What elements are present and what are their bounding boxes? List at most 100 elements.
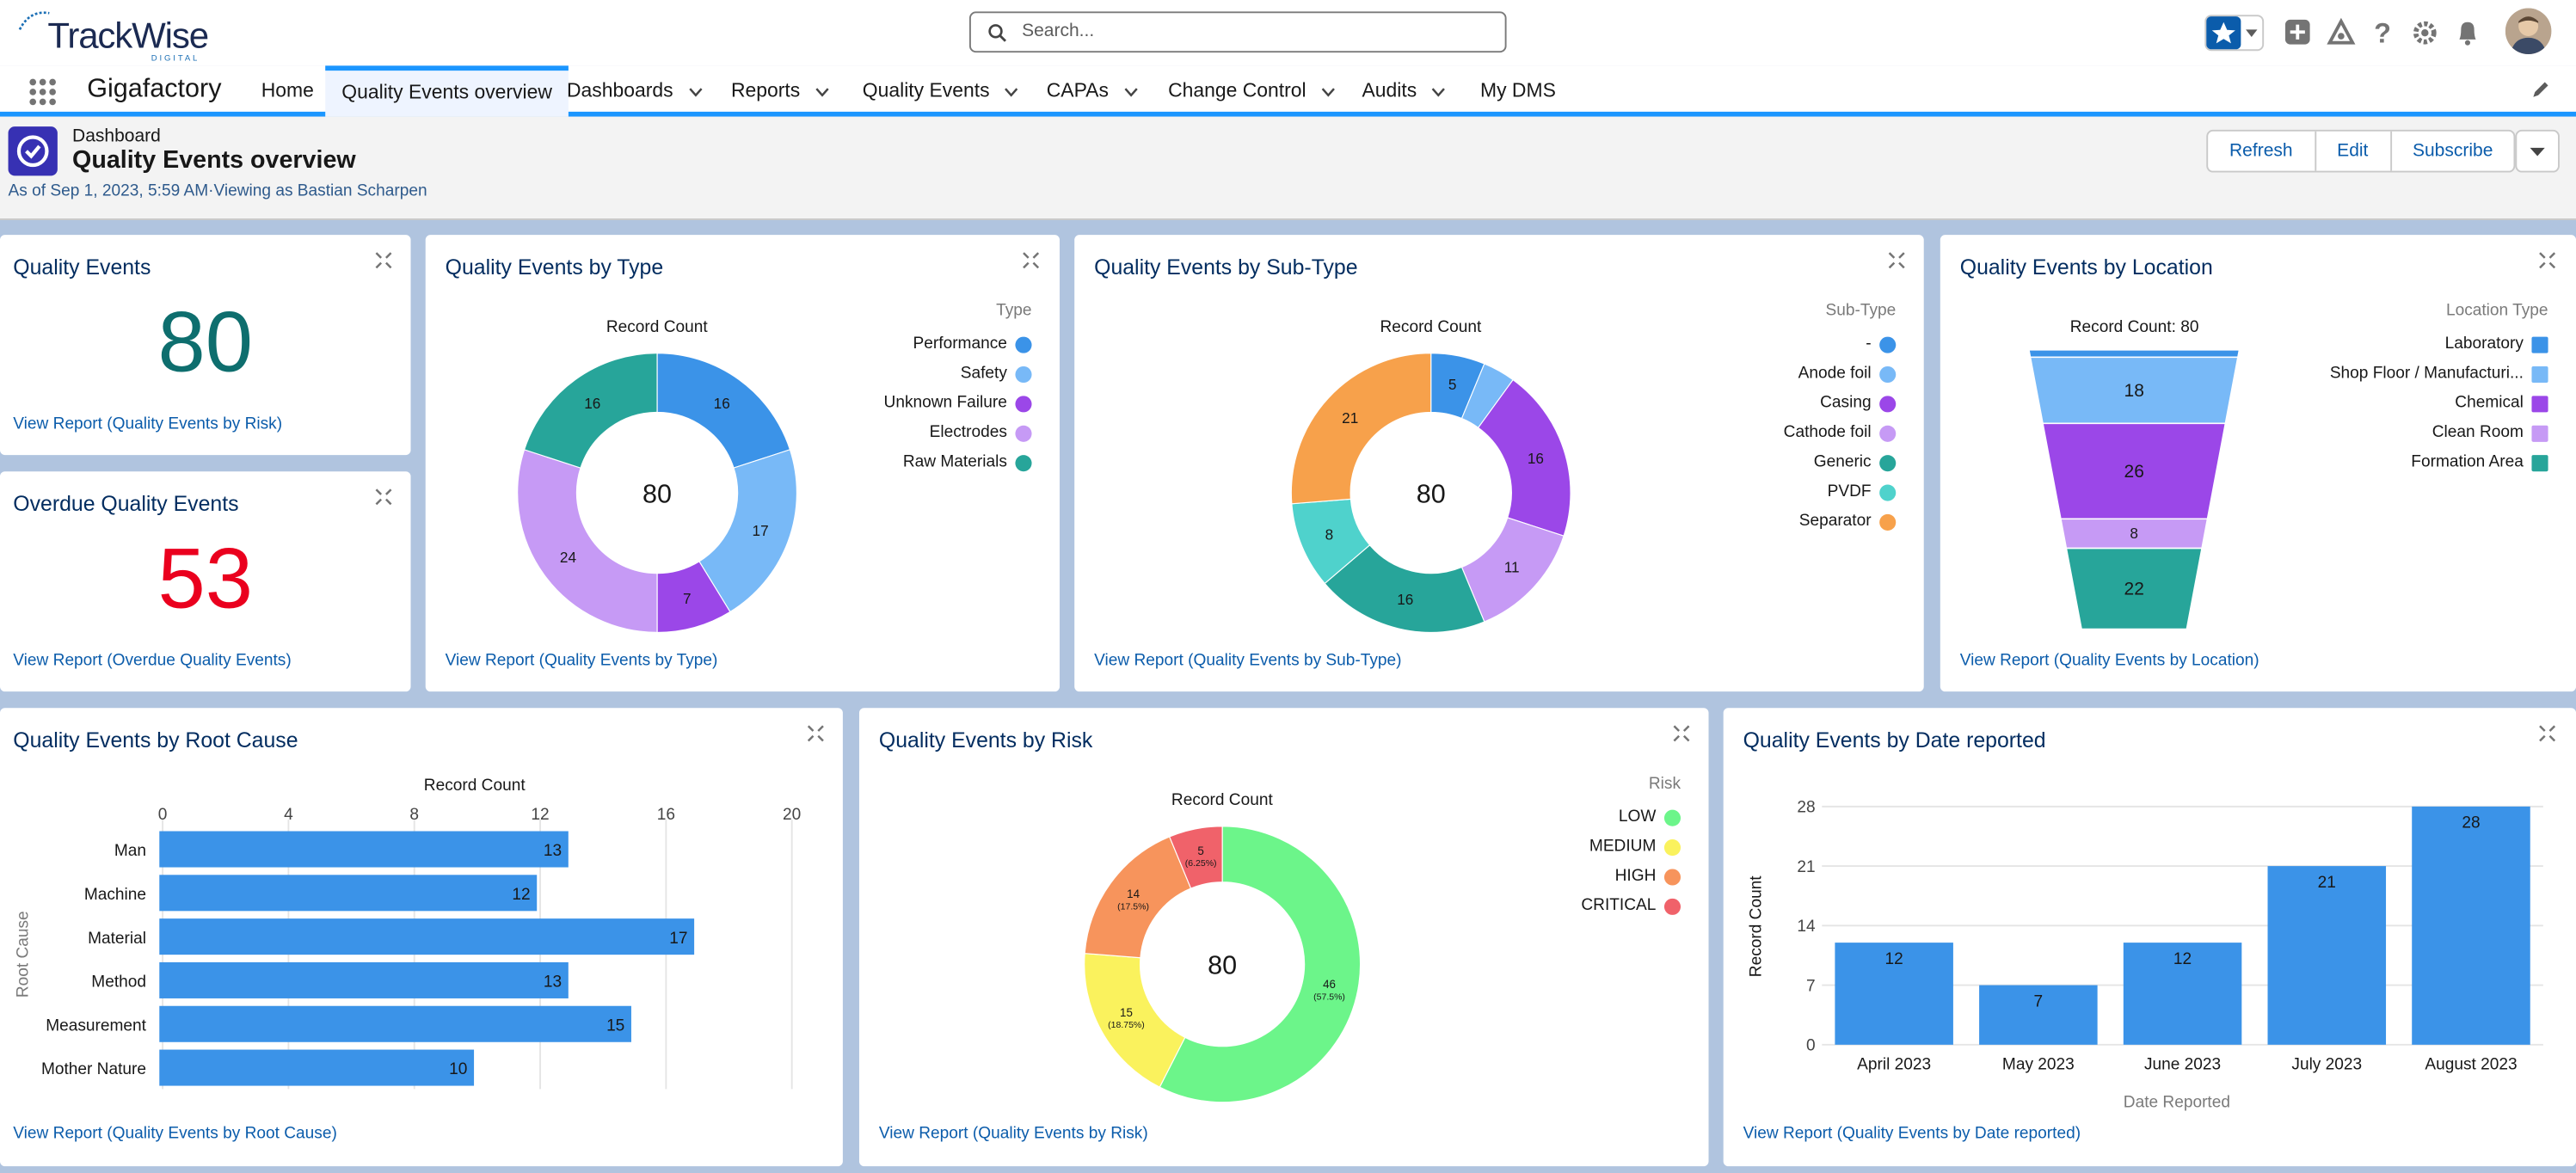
donut-slice-generic[interactable] bbox=[1324, 544, 1485, 633]
bar-may-2023[interactable] bbox=[1979, 985, 2098, 1045]
legend-item-label[interactable]: Formation Area bbox=[2411, 453, 2524, 472]
nav-tab-label: Audits bbox=[1362, 78, 1417, 102]
bar-man[interactable] bbox=[159, 831, 569, 868]
trackwise-logo[interactable]: TrackWise DIGITAL bbox=[16, 7, 209, 64]
chevron-down-icon[interactable] bbox=[1123, 87, 1138, 97]
legend-item-label[interactable]: Performance bbox=[913, 335, 1007, 353]
legend-swatch bbox=[1879, 484, 1897, 501]
view-report-link[interactable]: View Report (Quality Events by Location) bbox=[1959, 652, 2259, 671]
view-report-link[interactable]: View Report (Overdue Quality Events) bbox=[13, 652, 292, 671]
chevron-down-icon[interactable] bbox=[815, 87, 829, 97]
bar-july-2023[interactable] bbox=[2267, 866, 2387, 1045]
view-report-link[interactable]: View Report (Quality Events by Date repo… bbox=[1743, 1125, 2081, 1144]
legend-item-label[interactable]: PVDF bbox=[1827, 482, 1872, 501]
expand-icon[interactable] bbox=[375, 251, 393, 269]
view-report-link[interactable]: View Report (Quality Events by Root Caus… bbox=[13, 1125, 337, 1144]
nav-tab-change-control[interactable]: Change Control bbox=[1152, 65, 1352, 116]
expand-icon[interactable] bbox=[1672, 724, 1690, 742]
nav-tab-dashboards[interactable]: Dashboards bbox=[550, 65, 719, 116]
legend-item-label[interactable]: Laboratory bbox=[2444, 335, 2524, 353]
nav-tab-quality-events[interactable]: Quality Events bbox=[846, 65, 1036, 116]
nav-tab-audits[interactable]: Audits bbox=[1345, 65, 1462, 116]
bar-value-label: 12 bbox=[512, 886, 530, 904]
user-avatar[interactable] bbox=[2505, 8, 2552, 55]
header-button-group: Refresh Edit Subscribe bbox=[2206, 129, 2517, 173]
metric-value[interactable]: 53 bbox=[157, 531, 254, 628]
nav-tab-quality-events-overview[interactable]: Quality Events overview bbox=[325, 65, 569, 117]
legend-item-label[interactable]: Safety bbox=[960, 365, 1007, 384]
notifications-bell-icon[interactable] bbox=[2455, 13, 2481, 52]
edit-button[interactable]: Edit bbox=[2315, 131, 2392, 171]
gear-icon[interactable] bbox=[2410, 13, 2439, 52]
legend-item-label[interactable]: LOW bbox=[1618, 808, 1657, 826]
expand-icon[interactable] bbox=[1022, 251, 1040, 269]
donut-slice-casing[interactable] bbox=[1477, 378, 1571, 537]
view-report-link[interactable]: View Report (Quality Events by Type) bbox=[445, 652, 718, 671]
view-report-link[interactable]: View Report (Quality Events by Risk) bbox=[13, 415, 283, 434]
legend-item-label[interactable]: Chemical bbox=[2455, 394, 2524, 413]
donut-slice-low[interactable] bbox=[1159, 826, 1362, 1103]
bar-material[interactable] bbox=[159, 918, 695, 955]
legend-item-label[interactable]: Generic bbox=[1813, 453, 1872, 472]
metric-value[interactable]: 80 bbox=[157, 295, 254, 391]
legend-item-label[interactable]: Electrodes bbox=[929, 423, 1007, 442]
bar-august-2023[interactable] bbox=[2412, 806, 2530, 1045]
legend-item-label[interactable]: HIGH bbox=[1614, 867, 1657, 886]
edit-nav-pencil-icon[interactable] bbox=[2530, 79, 2552, 101]
chevron-down-icon[interactable] bbox=[1321, 87, 1336, 97]
legend-swatch bbox=[1879, 455, 1897, 472]
chart-subtype-donut: Record Count 5 16 11 16 8 21 80 Sub-Type - Anode f… bbox=[1074, 235, 1924, 691]
bar-method[interactable] bbox=[159, 961, 569, 998]
expand-icon[interactable] bbox=[2538, 251, 2556, 269]
global-actions-icon[interactable] bbox=[2284, 13, 2312, 52]
donut-slice-critical[interactable] bbox=[1168, 826, 1223, 889]
bar-june-2023[interactable] bbox=[2123, 943, 2242, 1045]
chevron-down-icon[interactable] bbox=[688, 87, 703, 97]
trailhead-icon[interactable] bbox=[2327, 13, 2356, 52]
expand-icon[interactable] bbox=[807, 724, 825, 742]
chart-type-donut: Record Count 16 17 7 24 16 80 Type Performance Sa… bbox=[426, 235, 1060, 691]
nav-tab-my-dms[interactable]: My DMS bbox=[1464, 65, 1572, 116]
chevron-down-icon[interactable] bbox=[1431, 87, 1446, 97]
view-report-link[interactable]: View Report (Quality Events by Sub-Type) bbox=[1094, 652, 1402, 671]
bar-mother-nature[interactable] bbox=[159, 1049, 475, 1086]
donut-slice-safety[interactable] bbox=[698, 449, 797, 613]
expand-icon[interactable] bbox=[375, 488, 393, 506]
donut-slice-raw-materials[interactable] bbox=[523, 353, 658, 469]
funnel-segment-0[interactable] bbox=[2028, 349, 2241, 359]
more-actions-button[interactable] bbox=[2515, 129, 2560, 173]
bar-april-2023[interactable] bbox=[1835, 943, 1953, 1045]
legend-item-label[interactable]: Raw Materials bbox=[902, 453, 1007, 472]
legend-item-label[interactable]: MEDIUM bbox=[1589, 838, 1657, 857]
expand-icon[interactable] bbox=[1888, 251, 1906, 269]
bar-machine[interactable] bbox=[159, 875, 538, 912]
donut-slice-separator[interactable] bbox=[1290, 353, 1432, 505]
legend-item-label[interactable]: Separator bbox=[1798, 512, 1872, 531]
subscribe-button[interactable]: Subscribe bbox=[2412, 141, 2493, 162]
legend-item-label[interactable]: - bbox=[1866, 335, 1872, 353]
nav-tab-reports[interactable]: Reports bbox=[715, 65, 846, 116]
legend-item-label[interactable]: CRITICAL bbox=[1581, 896, 1657, 915]
legend-item-label[interactable]: Casing bbox=[1820, 394, 1872, 413]
favorites-button[interactable] bbox=[2204, 15, 2265, 52]
slice-value-label: 21 bbox=[1342, 409, 1358, 427]
app-name: Gigafactory bbox=[87, 75, 222, 104]
view-report-link[interactable]: View Report (Quality Events by Risk) bbox=[878, 1125, 1148, 1144]
refresh-button[interactable]: Refresh bbox=[2208, 131, 2316, 171]
legend-item-label[interactable]: Anode foil bbox=[1798, 365, 1872, 384]
donut-slice-electrodes[interactable] bbox=[517, 449, 658, 633]
legend-item-label[interactable]: Clean Room bbox=[2432, 423, 2524, 442]
expand-icon[interactable] bbox=[2538, 724, 2556, 742]
nav-tab-home[interactable]: Home bbox=[245, 65, 330, 116]
nav-tab-capas[interactable]: CAPAs bbox=[1030, 65, 1155, 116]
app-launcher-icon[interactable] bbox=[28, 77, 57, 107]
chevron-down-icon[interactable] bbox=[1005, 87, 1019, 97]
legend-item-label[interactable]: Unknown Failure bbox=[883, 394, 1007, 413]
help-icon[interactable]: ? bbox=[2370, 13, 2394, 52]
global-search[interactable]: Search... bbox=[968, 11, 1507, 53]
donut-slice-performance[interactable] bbox=[656, 353, 791, 469]
legend-item-label[interactable]: Cathode foil bbox=[1783, 423, 1872, 442]
bar-measurement[interactable] bbox=[159, 1005, 631, 1042]
legend-item-label[interactable]: Shop Floor / Manufacturi... bbox=[2329, 365, 2524, 384]
funnel-segment-4[interactable] bbox=[2065, 547, 2203, 630]
